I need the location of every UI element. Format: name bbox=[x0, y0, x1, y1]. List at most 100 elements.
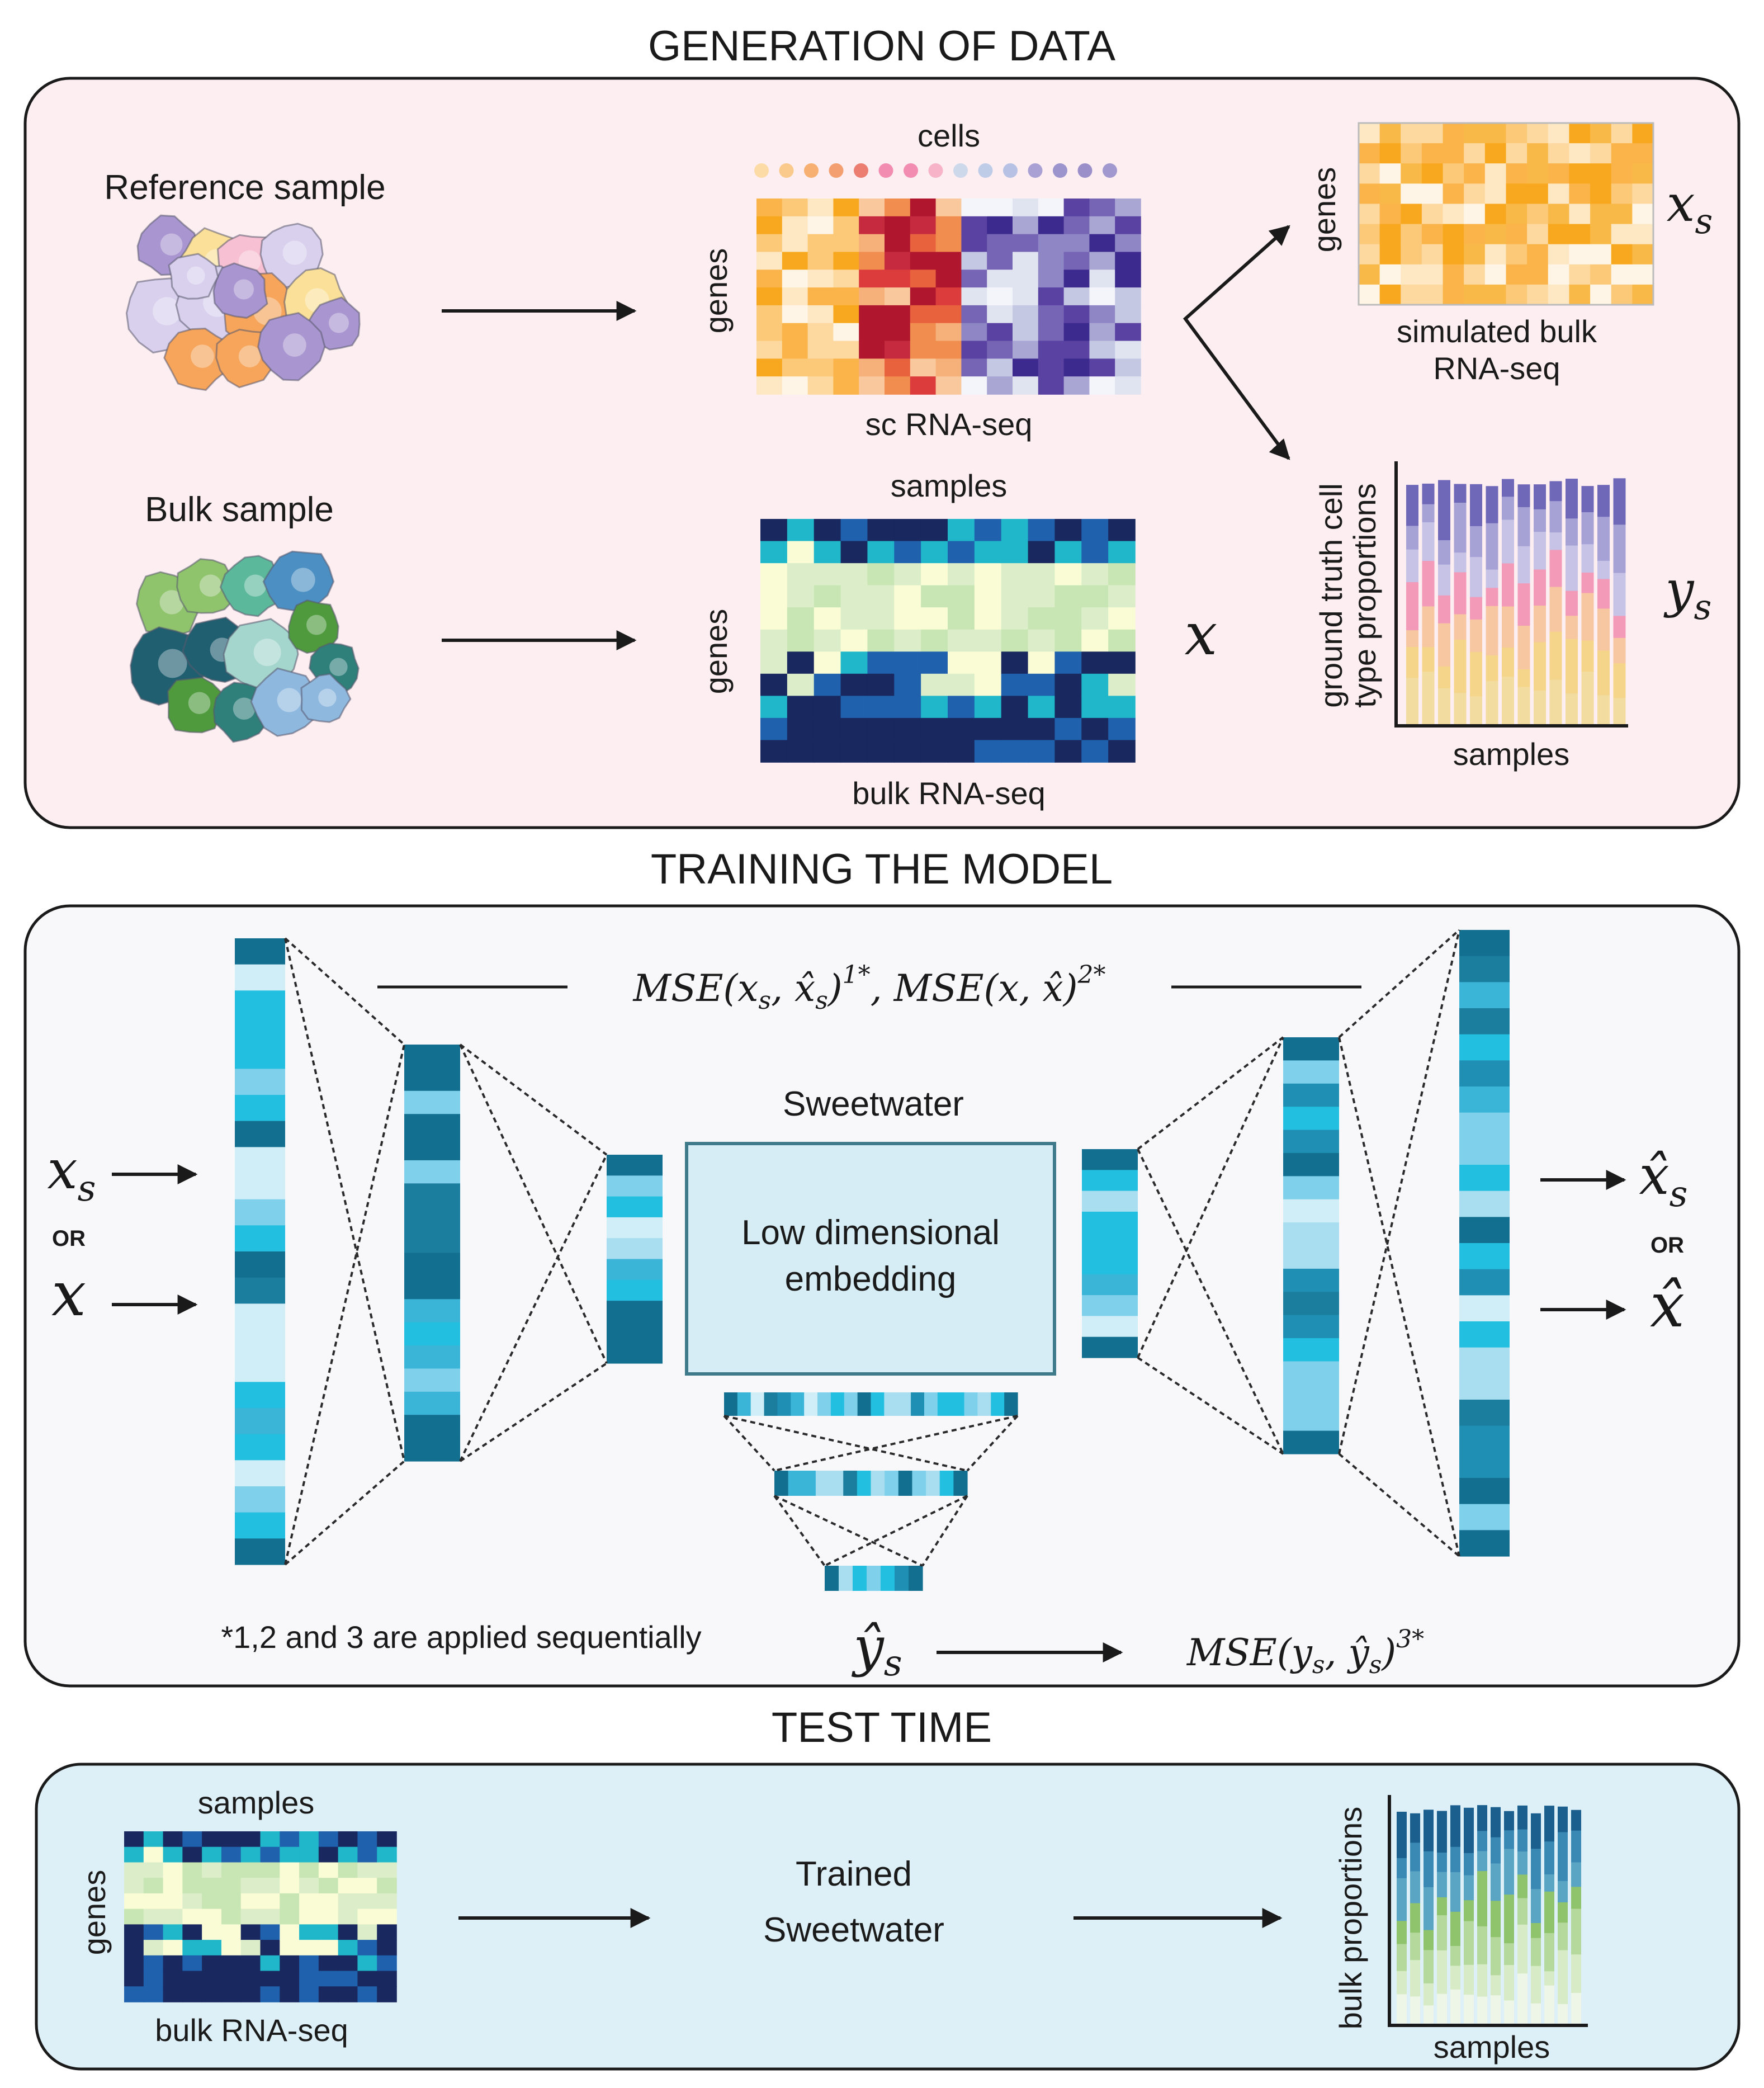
head-layer-2-cell bbox=[774, 1471, 789, 1496]
sc-heatmap-cell bbox=[1089, 270, 1115, 288]
sc-heatmap-cell bbox=[1038, 216, 1065, 235]
test-heatmap-cell bbox=[221, 1909, 242, 1925]
ground-truth-bar-segment bbox=[1470, 619, 1482, 653]
bulk-proportion-bar-segment bbox=[1410, 1871, 1420, 1903]
simulated-heatmap-cell bbox=[1611, 244, 1633, 265]
decoder-layer-2-cell bbox=[1283, 1222, 1339, 1246]
bulk-heatmap-cell bbox=[867, 519, 895, 542]
bulk-heatmap-cell bbox=[894, 696, 921, 719]
sc-heatmap-cell bbox=[987, 376, 1013, 395]
bulk-proportion-bar-segment bbox=[1504, 1965, 1514, 2001]
bulk-heatmap-cell bbox=[894, 563, 921, 586]
simulated-heatmap-cell bbox=[1379, 244, 1402, 265]
ground-truth-bar-segment bbox=[1422, 672, 1435, 725]
simulated-heatmap-cell bbox=[1379, 264, 1402, 285]
bulk-proportion-bar-segment bbox=[1397, 1811, 1407, 1859]
sc-heatmap-cell bbox=[1063, 305, 1090, 324]
ground-truth-bar-segment bbox=[1597, 650, 1610, 696]
simulated-heatmap-cell bbox=[1401, 143, 1422, 164]
encoder-layer-2-cell bbox=[404, 1438, 460, 1462]
test-heatmap-cell bbox=[202, 1831, 222, 1848]
encoder-layer-1-cell bbox=[235, 1121, 285, 1147]
bulk-proportion-bar-segment bbox=[1437, 1993, 1447, 2024]
encoder-layer-2-cell bbox=[404, 1253, 460, 1277]
simulated-heatmap-cell bbox=[1548, 204, 1570, 225]
decoder-layer-2-cell bbox=[1283, 1199, 1339, 1223]
simulated-heatmap-cell bbox=[1548, 244, 1570, 265]
test-samples-label: samples bbox=[198, 1785, 315, 1820]
bulk-heatmap-cell bbox=[921, 519, 948, 542]
decoder-layer-3-cell bbox=[1459, 1400, 1510, 1426]
sc-heatmap-cell bbox=[987, 323, 1013, 342]
test-heatmap-cell bbox=[338, 1924, 358, 1940]
ground-truth-bar-segment bbox=[1534, 642, 1546, 691]
test-heatmap-cell bbox=[299, 1955, 319, 1972]
sc-heatmap-cell bbox=[807, 376, 834, 395]
ground-truth-bar-segment bbox=[1438, 595, 1450, 624]
ground-truth-bar-segment bbox=[1502, 497, 1514, 520]
sc-heatmap-cell bbox=[885, 376, 911, 395]
test-heatmap-cell bbox=[182, 1846, 202, 1863]
bulk-heatmap-cell bbox=[1028, 696, 1056, 719]
simulated-heatmap-cell bbox=[1401, 244, 1422, 265]
sc-heatmap-cell bbox=[1038, 376, 1065, 395]
ground-truth-bar-segment bbox=[1581, 486, 1594, 513]
sc-heatmap-cell bbox=[782, 358, 808, 377]
simulated-heatmap-cell bbox=[1464, 123, 1486, 144]
sc-heatmap-cell bbox=[987, 252, 1013, 271]
ground-truth-bar-segment bbox=[1566, 639, 1578, 694]
simulated-heatmap-cell bbox=[1632, 143, 1654, 164]
cell-dot bbox=[878, 163, 893, 178]
bulk-heatmap-cell bbox=[1081, 740, 1109, 763]
test-heatmap-cell bbox=[338, 1846, 358, 1863]
ground-truth-bar-segment bbox=[1597, 517, 1610, 561]
test-heatmap-cell bbox=[260, 1924, 281, 1940]
bulk-heatmap-cell bbox=[1001, 651, 1029, 674]
sc-heatmap-cell bbox=[1115, 341, 1141, 360]
decoder-layer-2-cell bbox=[1283, 1176, 1339, 1200]
cell-dot bbox=[779, 163, 794, 178]
sc-heatmap-cell bbox=[1038, 341, 1065, 360]
bulk-proportions-bars bbox=[1397, 1805, 1581, 2024]
head-layer-2-cell bbox=[871, 1471, 885, 1496]
sc-heatmap-cell bbox=[1038, 323, 1065, 342]
encoder-layer-1-cell bbox=[235, 964, 285, 991]
bulk-heatmap-cell bbox=[948, 740, 975, 763]
ground-truth-bar-segment bbox=[1613, 637, 1626, 664]
connection-line bbox=[723, 1415, 775, 1472]
simulated-heatmap-cell bbox=[1527, 224, 1549, 245]
bulk-cell-nucleus bbox=[244, 574, 267, 597]
reference-cell-nucleus bbox=[238, 345, 261, 368]
bulk-proportion-bar-segment bbox=[1531, 1938, 1541, 1967]
simulated-heatmap-cell bbox=[1569, 264, 1591, 285]
sc-heatmap-cell bbox=[885, 270, 911, 288]
ground-truth-bar-segment bbox=[1534, 509, 1546, 532]
test-heatmap-cell bbox=[202, 1955, 222, 1972]
test-heatmap-cell bbox=[240, 1909, 261, 1925]
sc-heatmap-cell bbox=[1013, 216, 1039, 235]
sc-heatmap-cell bbox=[910, 287, 937, 306]
bulk-proportion-bar-segment bbox=[1424, 1810, 1434, 1852]
ground-truth-bar-segment bbox=[1470, 696, 1482, 725]
reference-cells-illustration bbox=[125, 214, 361, 391]
sc-heatmap-cell bbox=[782, 376, 808, 395]
sc-heatmap-cell bbox=[1063, 287, 1090, 306]
simulated-heatmap-cell bbox=[1443, 204, 1465, 225]
ground-truth-bar-segment bbox=[1438, 540, 1450, 565]
bulk-proportion-bar-segment bbox=[1531, 1922, 1541, 1939]
decoder-layer-3-cell bbox=[1459, 1425, 1510, 1452]
bulk-heatmap-cell bbox=[1028, 717, 1056, 741]
head-layer-2-cell bbox=[953, 1471, 968, 1496]
sc-heatmap-cell bbox=[833, 270, 859, 288]
simulated-heatmap-cell bbox=[1379, 204, 1402, 225]
encoder-layer-3-cell bbox=[607, 1321, 663, 1343]
test-title: TEST TIME bbox=[772, 1704, 992, 1751]
test-heatmap-cell bbox=[163, 1940, 183, 1956]
bulk-proportion-bar-segment bbox=[1571, 1830, 1581, 1863]
ground-truth-bar-segment bbox=[1470, 597, 1482, 620]
sc-heatmap-cell bbox=[935, 199, 962, 217]
bulk-proportions-label: bulk proportions bbox=[1333, 1807, 1368, 2029]
simulated-heatmap-cell bbox=[1569, 163, 1591, 185]
bulk-heatmap-cell bbox=[760, 563, 788, 586]
test-heatmap-cell bbox=[221, 1986, 242, 2002]
